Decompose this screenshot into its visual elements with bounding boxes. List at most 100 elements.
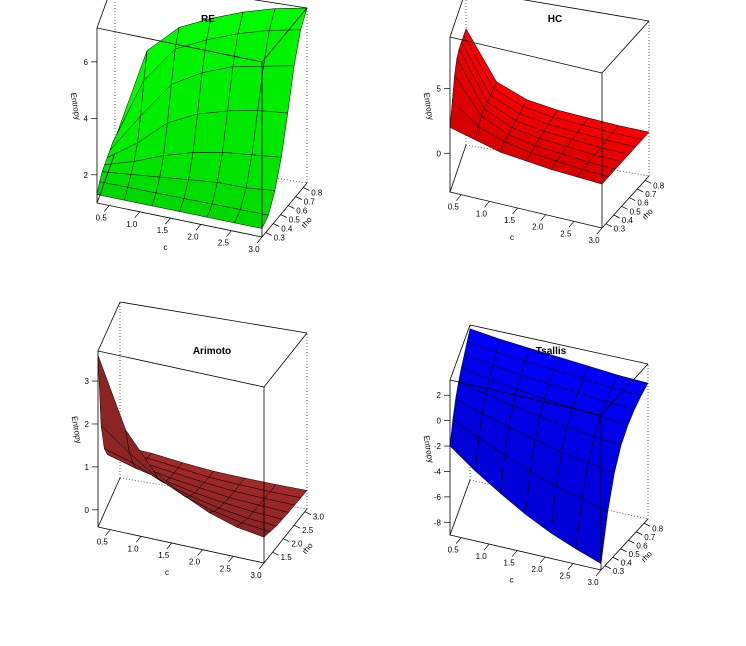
x-tick-mark bbox=[135, 536, 142, 543]
x-tick-mark bbox=[512, 207, 518, 215]
y-tick-label: 0.5 bbox=[289, 216, 301, 225]
y-tick-mark bbox=[605, 223, 613, 227]
x-tick-label: 2.0 bbox=[189, 558, 201, 567]
x-tick-mark bbox=[483, 543, 490, 551]
x-tick-label: 3.0 bbox=[250, 571, 262, 580]
y-tick-mark bbox=[273, 223, 280, 227]
z-axis-label: Entropy bbox=[422, 92, 436, 121]
box-edge bbox=[601, 20, 650, 74]
x-axis-label: c bbox=[165, 568, 169, 577]
box-edge bbox=[600, 363, 649, 416]
x-axis-label: c bbox=[510, 576, 514, 585]
x-tick-mark bbox=[165, 217, 171, 225]
surface-facet bbox=[237, 8, 276, 34]
y-tick-mark bbox=[613, 214, 620, 219]
y-tick-mark bbox=[303, 187, 310, 191]
panel-hc: HC0.51.01.52.02.53.0c0.30.40.50.60.70.8r… bbox=[422, 0, 665, 245]
y-tick-label: 2.0 bbox=[291, 540, 303, 549]
surface-facet bbox=[97, 355, 130, 454]
surface-facet bbox=[257, 65, 295, 114]
x-tick-mark bbox=[226, 230, 232, 237]
box-edge bbox=[449, 36, 603, 74]
box-edge bbox=[96, 152, 116, 204]
x-tick-label: 2.5 bbox=[220, 564, 232, 573]
y-tick-label: 1.5 bbox=[281, 553, 293, 562]
y-tick-mark bbox=[620, 548, 627, 553]
surface-facet bbox=[188, 152, 223, 183]
y-tick-mark bbox=[288, 205, 295, 209]
x-tick-label: 1.0 bbox=[476, 209, 488, 218]
box-edge bbox=[253, 0, 308, 9]
surface bbox=[449, 28, 650, 185]
x-tick-label: 2.0 bbox=[187, 232, 199, 241]
surface-facet bbox=[449, 418, 479, 472]
x-tick-label: 1.5 bbox=[504, 216, 516, 225]
x-tick-label: 1.0 bbox=[476, 552, 488, 561]
y-tick-mark bbox=[293, 524, 301, 529]
surface-facet bbox=[245, 154, 282, 191]
x-tick-label: 0.5 bbox=[448, 546, 460, 555]
box-edge bbox=[449, 0, 464, 38]
surface-facet bbox=[197, 66, 233, 115]
y-axis-label: rho bbox=[299, 215, 314, 230]
x-tick-label: 2.5 bbox=[560, 229, 572, 238]
x-tick-mark bbox=[455, 194, 462, 201]
panel-arimoto: Arimoto 0.5 1.0 1.5 2.0 2.5 3.0 c 1.5 2.0 2.5 3.0 rh… bbox=[70, 301, 325, 580]
surface-facet bbox=[96, 181, 129, 201]
y-tick-mark bbox=[643, 522, 651, 527]
z-tick-label: 5 bbox=[437, 85, 442, 94]
z-tick-label: -2 bbox=[434, 442, 442, 451]
box-edge bbox=[97, 301, 121, 352]
y-tick-label: 0.3 bbox=[274, 234, 286, 243]
y-tick-mark bbox=[629, 197, 636, 201]
surface-facet bbox=[159, 152, 194, 180]
x-tick-mark bbox=[256, 236, 263, 244]
surface-facet bbox=[263, 29, 301, 67]
y-tick-label: 0.3 bbox=[614, 225, 626, 234]
surface-facet bbox=[268, 7, 308, 31]
panel-title: Tsallis bbox=[536, 346, 567, 357]
z-tick-label: 0 bbox=[85, 506, 90, 515]
box-edge bbox=[96, 202, 263, 238]
y-tick-label: 0.4 bbox=[622, 216, 634, 225]
z-tick-label: 3 bbox=[85, 377, 90, 386]
y-tick-mark bbox=[636, 531, 643, 536]
y-tick-mark bbox=[272, 551, 279, 556]
x-tick-label: 1.0 bbox=[127, 544, 139, 553]
x-tick-label: 1.5 bbox=[158, 551, 170, 560]
x-tick-label: 0.5 bbox=[448, 203, 460, 212]
x-tick-mark bbox=[540, 214, 546, 221]
y-tick-label: 0.4 bbox=[281, 225, 293, 234]
panel-re: RE0.51.01.52.02.53.0c0.30.40.50.60.70.8r… bbox=[69, 0, 323, 254]
x-tick-mark bbox=[195, 224, 202, 231]
y-axis-label: rho bbox=[639, 549, 654, 564]
x-tick-mark bbox=[484, 201, 490, 208]
y-tick-mark bbox=[637, 188, 644, 193]
y-tick-mark bbox=[283, 538, 290, 543]
box-edge bbox=[449, 191, 603, 229]
box-edge bbox=[97, 477, 121, 528]
y-tick-label: 0.6 bbox=[637, 199, 649, 208]
x-tick-mark bbox=[455, 537, 462, 544]
box-edge bbox=[449, 379, 602, 416]
y-tick-label: 0.8 bbox=[652, 524, 664, 533]
box-edge bbox=[261, 182, 308, 238]
y-tick-mark bbox=[628, 539, 635, 544]
y-tick-label: 3.0 bbox=[313, 513, 325, 522]
box-edge bbox=[97, 350, 265, 388]
box-edge bbox=[449, 144, 467, 193]
y-tick-label: 0.5 bbox=[629, 550, 641, 559]
y-tick-label: 0.6 bbox=[636, 541, 648, 550]
y-tick-label: 0.5 bbox=[630, 207, 642, 216]
y-axis-label: rho bbox=[640, 207, 655, 222]
x-tick-mark bbox=[197, 549, 203, 556]
x-tick-label: 3.0 bbox=[587, 578, 599, 587]
y-tick-mark bbox=[612, 556, 619, 561]
y-tick-label: 0.7 bbox=[644, 533, 656, 542]
x-tick-mark bbox=[567, 563, 574, 570]
y-tick-mark bbox=[280, 214, 287, 218]
surface-facet bbox=[251, 110, 288, 158]
panel-title: RE bbox=[201, 14, 215, 25]
surface-facet bbox=[217, 152, 253, 189]
